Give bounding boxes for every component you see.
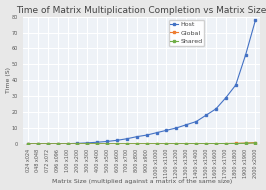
X-axis label: Matrix Size (multiplied against a matrix of the same size): Matrix Size (multiplied against a matrix… [52,179,232,184]
Global [224,142,227,145]
Global [234,142,237,144]
Global [56,143,59,145]
Global [96,143,99,145]
Global [244,142,247,144]
Global [26,143,30,145]
Host [125,138,128,140]
Host [185,124,188,126]
Global [106,143,109,145]
Host [165,129,168,131]
Host [145,134,148,136]
Shared [46,143,49,145]
Global [185,142,188,145]
Global [254,141,257,144]
Shared [145,143,148,145]
Host [106,140,109,142]
Host [36,143,39,145]
Shared [135,143,138,145]
Global [175,143,178,145]
Host [224,97,227,99]
Line: Global: Global [27,141,257,145]
Title: Time of Matrix Multiplication Completion vs Matrix Size: Time of Matrix Multiplication Completion… [16,6,266,15]
Host [76,142,79,144]
Global [165,143,168,145]
Shared [185,142,188,145]
Host [234,84,237,86]
Host [254,19,257,21]
Shared [205,142,208,145]
Global [194,142,198,145]
Shared [175,143,178,145]
Shared [86,143,89,145]
Shared [165,143,168,145]
Host [175,127,178,129]
Host [214,108,218,110]
Shared [155,143,158,145]
Host [56,142,59,145]
Host [86,142,89,144]
Shared [224,142,227,145]
Y-axis label: Time (S): Time (S) [6,67,11,93]
Shared [76,143,79,145]
Shared [96,143,99,145]
Global [125,143,128,145]
Shared [214,142,218,145]
Host [46,143,49,145]
Host [26,143,30,145]
Global [66,143,69,145]
Shared [36,143,39,145]
Global [155,143,158,145]
Shared [244,142,247,144]
Global [46,143,49,145]
Global [76,143,79,145]
Shared [66,143,69,145]
Global [214,142,218,145]
Host [205,114,208,116]
Global [135,143,138,145]
Host [194,120,198,123]
Shared [125,143,128,145]
Line: Shared: Shared [27,142,257,145]
Shared [26,143,30,145]
Legend: Host, Global, Shared: Host, Global, Shared [169,20,205,46]
Shared [194,142,198,145]
Global [145,143,148,145]
Shared [115,143,119,145]
Global [86,143,89,145]
Shared [254,142,257,144]
Global [205,142,208,145]
Global [115,143,119,145]
Host [135,135,138,138]
Host [244,54,247,56]
Global [36,143,39,145]
Host [66,142,69,145]
Host [115,139,119,142]
Host [96,141,99,143]
Host [155,131,158,134]
Shared [106,143,109,145]
Shared [234,142,237,145]
Shared [56,143,59,145]
Line: Host: Host [27,18,257,145]
